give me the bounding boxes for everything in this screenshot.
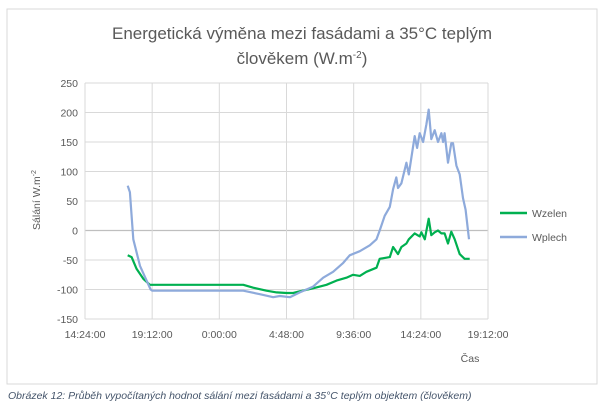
legend-label: Wplech [532, 232, 567, 244]
x-tick-label: 4:48:00 [269, 329, 304, 341]
series-lines [126, 108, 471, 299]
x-tick-labels: 14:24:00 19:12:00 0:00:00 4:48:00 9:36:00 14:… [65, 329, 509, 341]
y-tick-label: 150 [60, 137, 78, 149]
ylabel-sup: -2 [31, 170, 38, 176]
x-tick-label: 19:12:00 [468, 329, 509, 341]
chart-title-line1: Energetická výměna mezi fasádami a 35°C … [112, 24, 492, 43]
figure-caption: Obrázek 12: Průběh vypočítaných hodnot s… [8, 390, 472, 402]
title-main: člověkem (W.m [237, 49, 353, 68]
ylabel-main: Sálání W.m [31, 176, 43, 230]
legend-label: Wzelen [532, 208, 567, 220]
legend: Wzelen Wplech [500, 208, 567, 244]
series-line-wzelen [127, 217, 470, 295]
y-axis-label: Sálání W.m-2 [31, 170, 43, 230]
chart-title-line2: člověkem (W.m-2) [237, 49, 368, 68]
title-end: ) [362, 49, 368, 68]
y-tick-label: -50 [63, 255, 78, 267]
y-tick-label: -150 [57, 314, 78, 326]
y-tick-label: 200 [60, 108, 78, 120]
x-tick-label: 0:00:00 [202, 329, 237, 341]
x-axis-label: Čas [461, 352, 480, 365]
y-tick-label: 50 [66, 196, 78, 208]
title-sup: -2 [353, 50, 362, 61]
series-line-wplech [126, 108, 471, 299]
x-tick-label: 14:24:00 [65, 329, 106, 341]
y-tick-label: 100 [60, 167, 78, 179]
x-tick-label: 9:36:00 [336, 329, 371, 341]
chart-frame [6, 8, 598, 385]
gridlines [84, 82, 489, 320]
y-tick-labels: -150 -100 -50 0 50 100 150 200 250 [57, 78, 78, 326]
x-tick-label: 14:24:00 [400, 329, 441, 341]
y-tick-label: -100 [57, 285, 78, 297]
x-tick-label: 19:12:00 [132, 329, 173, 341]
y-tick-label: 250 [60, 78, 78, 90]
y-tick-label: 0 [72, 226, 78, 238]
